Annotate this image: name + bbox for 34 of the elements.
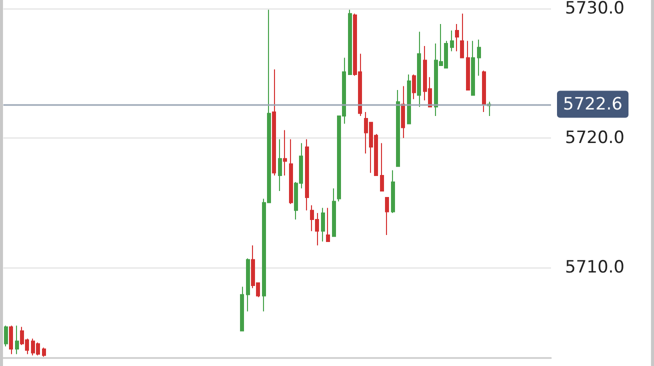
candlestick xyxy=(321,207,325,242)
candlestick xyxy=(9,325,13,355)
candlestick xyxy=(412,74,416,100)
candlestick xyxy=(460,13,464,58)
candlestick xyxy=(466,40,470,91)
candlestick xyxy=(385,196,389,236)
candlestick xyxy=(246,258,250,312)
candlestick xyxy=(450,30,454,52)
candlestick xyxy=(326,207,330,242)
candlestick xyxy=(407,74,411,124)
candlestick xyxy=(455,24,459,52)
candlestick xyxy=(289,138,293,204)
ref-line-label: 5722.6 xyxy=(563,94,622,114)
candlestick xyxy=(348,9,352,76)
y-tick-label: 5720.0 xyxy=(565,128,624,148)
candlestick xyxy=(4,325,8,347)
candlestick xyxy=(401,86,405,138)
candlestick xyxy=(278,138,282,192)
candlestick xyxy=(240,286,244,332)
y-tick-label: 5710.0 xyxy=(565,257,624,278)
candlestick xyxy=(305,138,309,211)
candlestick xyxy=(332,188,336,237)
candlestick xyxy=(42,347,46,358)
candlestick xyxy=(15,325,19,355)
candlestick xyxy=(272,68,276,176)
candlestick xyxy=(477,39,481,76)
candlestick xyxy=(482,70,486,113)
candlestick xyxy=(417,31,421,108)
candlestick xyxy=(391,170,395,214)
y-tick-label: 5730.0 xyxy=(565,0,624,18)
candlestick xyxy=(471,40,475,96)
candlestick xyxy=(283,130,287,176)
candlestick xyxy=(380,142,384,192)
candlestick xyxy=(396,90,400,167)
